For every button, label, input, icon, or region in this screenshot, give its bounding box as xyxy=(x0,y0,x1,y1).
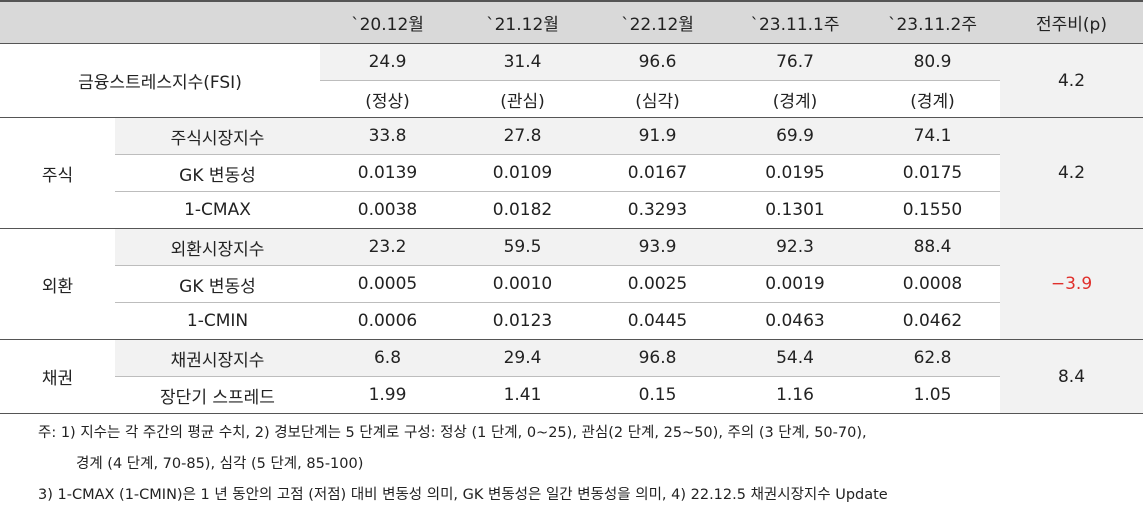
state-cell: (정상) xyxy=(320,80,455,118)
value-cell: 80.9 xyxy=(865,43,1000,81)
table-body: `20.12월 `21.12월 `22.12월 `23.11.1주 `23.11.2주 전… xyxy=(0,0,1143,413)
header-cell: `23.11.1주 xyxy=(725,0,865,44)
value-cell: 29.4 xyxy=(455,339,590,377)
value-cell: 0.0195 xyxy=(725,154,865,192)
fsi-state-row: (정상) (관심) (심각) (경계) (경계) xyxy=(0,80,1143,118)
row-label: 외환시장지수 xyxy=(115,228,320,266)
value-cell: 31.4 xyxy=(455,43,590,81)
value-cell: 0.0109 xyxy=(455,154,590,192)
change-cell: 4.2 xyxy=(1000,43,1143,118)
value-cell: 1.99 xyxy=(320,376,455,413)
value-cell: 76.7 xyxy=(725,43,865,81)
value-cell: 33.8 xyxy=(320,117,455,155)
change-cell: −3.9 xyxy=(1000,228,1143,340)
value-cell: 23.2 xyxy=(320,228,455,266)
change-cell: 8.4 xyxy=(1000,339,1143,413)
header-cell: `23.11.2주 xyxy=(865,0,1000,44)
value-cell: 69.9 xyxy=(725,117,865,155)
row-label: 1-CMIN xyxy=(115,302,320,340)
note-line: 주: 1) 지수는 각 주간의 평균 수치, 2) 경보단계는 5 단계로 구성… xyxy=(38,425,867,441)
value-cell: 0.0182 xyxy=(455,191,590,229)
value-cell: 0.0008 xyxy=(865,265,1000,303)
value-cell: 0.0005 xyxy=(320,265,455,303)
data-row: 장단기 스프레드 1.99 1.41 0.15 1.16 1.05 xyxy=(0,376,1143,413)
data-row: GK 변동성 0.0139 0.0109 0.0167 0.0195 0.0175 xyxy=(0,154,1143,192)
value-cell: 6.8 xyxy=(320,339,455,377)
data-row: 1-CMIN 0.0006 0.0123 0.0445 0.0463 0.0462 xyxy=(0,302,1143,340)
group-label: 채권 xyxy=(0,339,115,413)
value-cell: 91.9 xyxy=(590,117,725,155)
group-label: 외환 xyxy=(0,228,115,340)
row-label: GK 변동성 xyxy=(115,265,320,303)
data-row: GK 변동성 0.0005 0.0010 0.0025 0.0019 0.0008 xyxy=(0,265,1143,303)
data-row: 1-CMAX 0.0038 0.0182 0.3293 0.1301 0.1550 xyxy=(0,191,1143,229)
value-cell: 0.0006 xyxy=(320,302,455,340)
fsi-table: `20.12월 `21.12월 `22.12월 `23.11.1주 `23.11.2주 전… xyxy=(0,0,1143,413)
value-cell: 0.0139 xyxy=(320,154,455,192)
header-cell: `20.12월 xyxy=(320,0,455,44)
value-cell: 74.1 xyxy=(865,117,1000,155)
table-wrap: `20.12월 `21.12월 `22.12월 `23.11.1주 `23.11.2주 전… xyxy=(0,0,1143,414)
value-cell: 0.0010 xyxy=(455,265,590,303)
value-cell: 0.0038 xyxy=(320,191,455,229)
value-cell: 0.1301 xyxy=(725,191,865,229)
value-cell: 0.0025 xyxy=(590,265,725,303)
value-cell: 93.9 xyxy=(590,228,725,266)
fsi-row: 금융스트레스지수(FSI) 24.9 31.4 96.6 76.7 80.9 4.2 xyxy=(0,43,1143,118)
value-cell: 0.0463 xyxy=(725,302,865,340)
header-cell xyxy=(115,0,320,44)
value-cell: 0.0462 xyxy=(865,302,1000,340)
data-row: 채권 채권시장지수 6.8 29.4 96.8 54.4 62.8 8.4 xyxy=(0,339,1143,413)
header-cell xyxy=(0,0,115,44)
value-cell: 0.0167 xyxy=(590,154,725,192)
value-cell: 0.3293 xyxy=(590,191,725,229)
value-cell: 59.5 xyxy=(455,228,590,266)
notes: 주: 1) 지수는 각 주간의 평균 수치, 2) 경보단계는 5 단계로 구성… xyxy=(0,414,1143,511)
row-label: GK 변동성 xyxy=(115,154,320,192)
value-cell: 1.16 xyxy=(725,376,865,413)
data-row: 주식 주식시장지수 33.8 27.8 91.9 69.9 74.1 4.2 xyxy=(0,117,1143,229)
value-cell: 0.0175 xyxy=(865,154,1000,192)
value-cell: 0.0445 xyxy=(590,302,725,340)
value-cell: 0.0123 xyxy=(455,302,590,340)
value-cell: 88.4 xyxy=(865,228,1000,266)
value-cell: 96.8 xyxy=(590,339,725,377)
value-cell: 54.4 xyxy=(725,339,865,377)
value-cell: 62.8 xyxy=(865,339,1000,377)
value-cell: 0.15 xyxy=(590,376,725,413)
value-cell: 1.41 xyxy=(455,376,590,413)
value-cell: 27.8 xyxy=(455,117,590,155)
state-cell: (관심) xyxy=(455,80,590,118)
row-label: 채권시장지수 xyxy=(115,339,320,377)
fsi-label: 금융스트레스지수(FSI) xyxy=(0,43,320,118)
note-line: 경계 (4 단계, 70-85), 심각 (5 단계, 85-100) xyxy=(76,456,364,472)
value-cell: 0.0019 xyxy=(725,265,865,303)
header-cell: 전주비(p) xyxy=(1000,0,1143,44)
row-label: 1-CMAX xyxy=(115,191,320,229)
header-cell: `21.12월 xyxy=(455,0,590,44)
change-cell: 4.2 xyxy=(1000,117,1143,229)
value-cell: 96.6 xyxy=(590,43,725,81)
header-cell: `22.12월 xyxy=(590,0,725,44)
value-cell: 1.05 xyxy=(865,376,1000,413)
value-cell: 0.1550 xyxy=(865,191,1000,229)
header-row: `20.12월 `21.12월 `22.12월 `23.11.1주 `23.11.2주 전… xyxy=(0,0,1143,44)
group-label: 주식 xyxy=(0,117,115,229)
state-cell: (경계) xyxy=(725,80,865,118)
data-row: 외환 외환시장지수 23.2 59.5 93.9 92.3 88.4 −3.9 xyxy=(0,228,1143,340)
row-label: 주식시장지수 xyxy=(115,117,320,155)
value-cell: 92.3 xyxy=(725,228,865,266)
note-line: 3) 1-CMAX (1-CMIN)은 1 년 동안의 고점 (저점) 대비 변… xyxy=(38,487,888,503)
value-cell: 24.9 xyxy=(320,43,455,81)
row-label: 장단기 스프레드 xyxy=(115,376,320,413)
state-cell: (경계) xyxy=(865,80,1000,118)
state-cell: (심각) xyxy=(590,80,725,118)
